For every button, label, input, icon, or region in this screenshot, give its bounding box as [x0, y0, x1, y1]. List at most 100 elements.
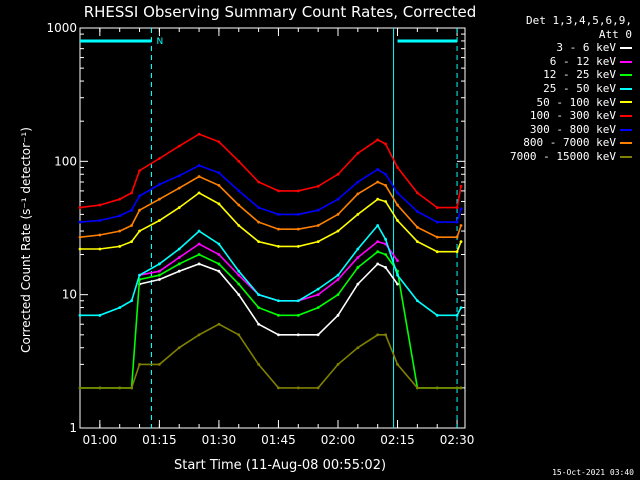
- series-point: [455, 220, 459, 224]
- series-point: [336, 293, 340, 297]
- series-point: [237, 159, 241, 163]
- series-point: [98, 203, 102, 207]
- series-point: [336, 273, 340, 277]
- series-point: [316, 293, 320, 297]
- series-point: [455, 313, 459, 317]
- series-point: [316, 287, 320, 291]
- series-point: [130, 224, 133, 227]
- legend-header-attenuator: Att 0: [598, 27, 632, 41]
- series-point: [78, 247, 82, 251]
- series-point: [459, 386, 463, 390]
- series-line: [79, 133, 462, 209]
- legend: Det 1,3,4,5,6,9, Att 0 3 - 6 keV 6 - 12 k…: [510, 14, 632, 164]
- legend-item: 12 - 25 keV: [510, 68, 632, 82]
- series-point: [336, 362, 340, 366]
- series-point: [157, 219, 161, 222]
- legend-item: 300 - 800 keV: [510, 123, 632, 137]
- series-point: [217, 242, 221, 246]
- series-point: [459, 184, 463, 188]
- legend-item: 7000 - 15000 keV: [510, 150, 632, 164]
- series-point: [157, 197, 161, 201]
- series-point: [435, 235, 439, 239]
- legend-label: 25 - 50 keV: [543, 81, 616, 95]
- series-point: [197, 191, 201, 195]
- series-point: [384, 200, 388, 203]
- series-point: [257, 240, 261, 244]
- legend-item: 100 - 300 keV: [510, 109, 632, 123]
- y-tick-label: 1: [69, 421, 77, 435]
- series-point: [217, 322, 221, 326]
- y-axis-label: Corrected Count Rate (s⁻¹ detector⁻¹): [19, 127, 33, 353]
- series-point: [257, 220, 261, 224]
- legend-swatch: [620, 60, 632, 63]
- series-point: [384, 266, 388, 269]
- series-point: [384, 333, 388, 337]
- series-point: [376, 138, 380, 142]
- series-point: [435, 386, 439, 390]
- series-point: [376, 224, 380, 227]
- series-25-50keV: [78, 224, 463, 317]
- series-point: [138, 208, 141, 212]
- legend-swatch: [620, 142, 632, 145]
- series-point: [130, 240, 133, 244]
- series-point: [376, 333, 380, 337]
- series-point: [376, 167, 380, 171]
- legend-label: 6 - 12 keV: [549, 54, 616, 68]
- series-point: [296, 212, 300, 216]
- series-point: [217, 183, 221, 187]
- series-50-100keV: [78, 191, 463, 254]
- series-point: [336, 197, 340, 201]
- x-tick-label: 02:00: [321, 433, 356, 447]
- series-point: [138, 273, 141, 277]
- series-point: [336, 313, 340, 317]
- legend-header-detectors: Det 1,3,4,5,6,9,: [526, 14, 632, 27]
- series-point: [98, 313, 102, 317]
- series-point: [78, 235, 82, 239]
- series-point: [237, 224, 241, 227]
- series-point: [396, 362, 399, 366]
- series-point: [316, 306, 320, 309]
- series-point: [237, 189, 241, 193]
- series-point: [237, 203, 241, 207]
- series-point: [455, 206, 459, 209]
- series-point: [356, 266, 360, 269]
- series-7000-15000keV: [78, 322, 463, 390]
- series-point: [356, 180, 360, 184]
- series-point: [296, 299, 300, 303]
- series-point: [217, 140, 221, 144]
- series-3-6keV: [138, 262, 399, 337]
- series-point: [98, 219, 102, 222]
- series-point: [157, 157, 161, 160]
- series-point: [459, 224, 463, 227]
- series-point: [384, 237, 388, 241]
- series-point: [237, 269, 241, 273]
- series-point: [396, 203, 399, 207]
- series-line: [80, 323, 461, 389]
- series-point: [376, 262, 380, 266]
- series-line: [139, 262, 399, 336]
- series-point: [316, 386, 320, 390]
- plot-axes: 1 10 100 1000 01:00 01:15 01:30 01:45 02:00 02:15…: [46, 21, 474, 447]
- series-point: [118, 214, 122, 218]
- series-100-300keV: [78, 132, 463, 209]
- series-point: [296, 333, 300, 337]
- series-point: [197, 132, 201, 136]
- legend-swatch: [620, 128, 632, 131]
- series-point: [277, 212, 280, 216]
- series-point: [257, 206, 261, 209]
- series-point: [376, 180, 380, 184]
- x-tick-label: 01:45: [261, 433, 296, 447]
- series-point: [415, 191, 419, 195]
- series-point: [118, 245, 122, 248]
- series-point: [435, 206, 439, 209]
- series-point: [455, 250, 459, 254]
- series-point: [177, 346, 181, 350]
- series-point: [130, 299, 133, 303]
- series-point: [197, 253, 201, 256]
- legend-label: 12 - 25 keV: [543, 68, 616, 82]
- series-point: [277, 189, 280, 193]
- chart-title: RHESSI Observing Summary Count Rates, Co…: [84, 3, 477, 21]
- series-point: [356, 247, 360, 251]
- series-point: [78, 313, 82, 317]
